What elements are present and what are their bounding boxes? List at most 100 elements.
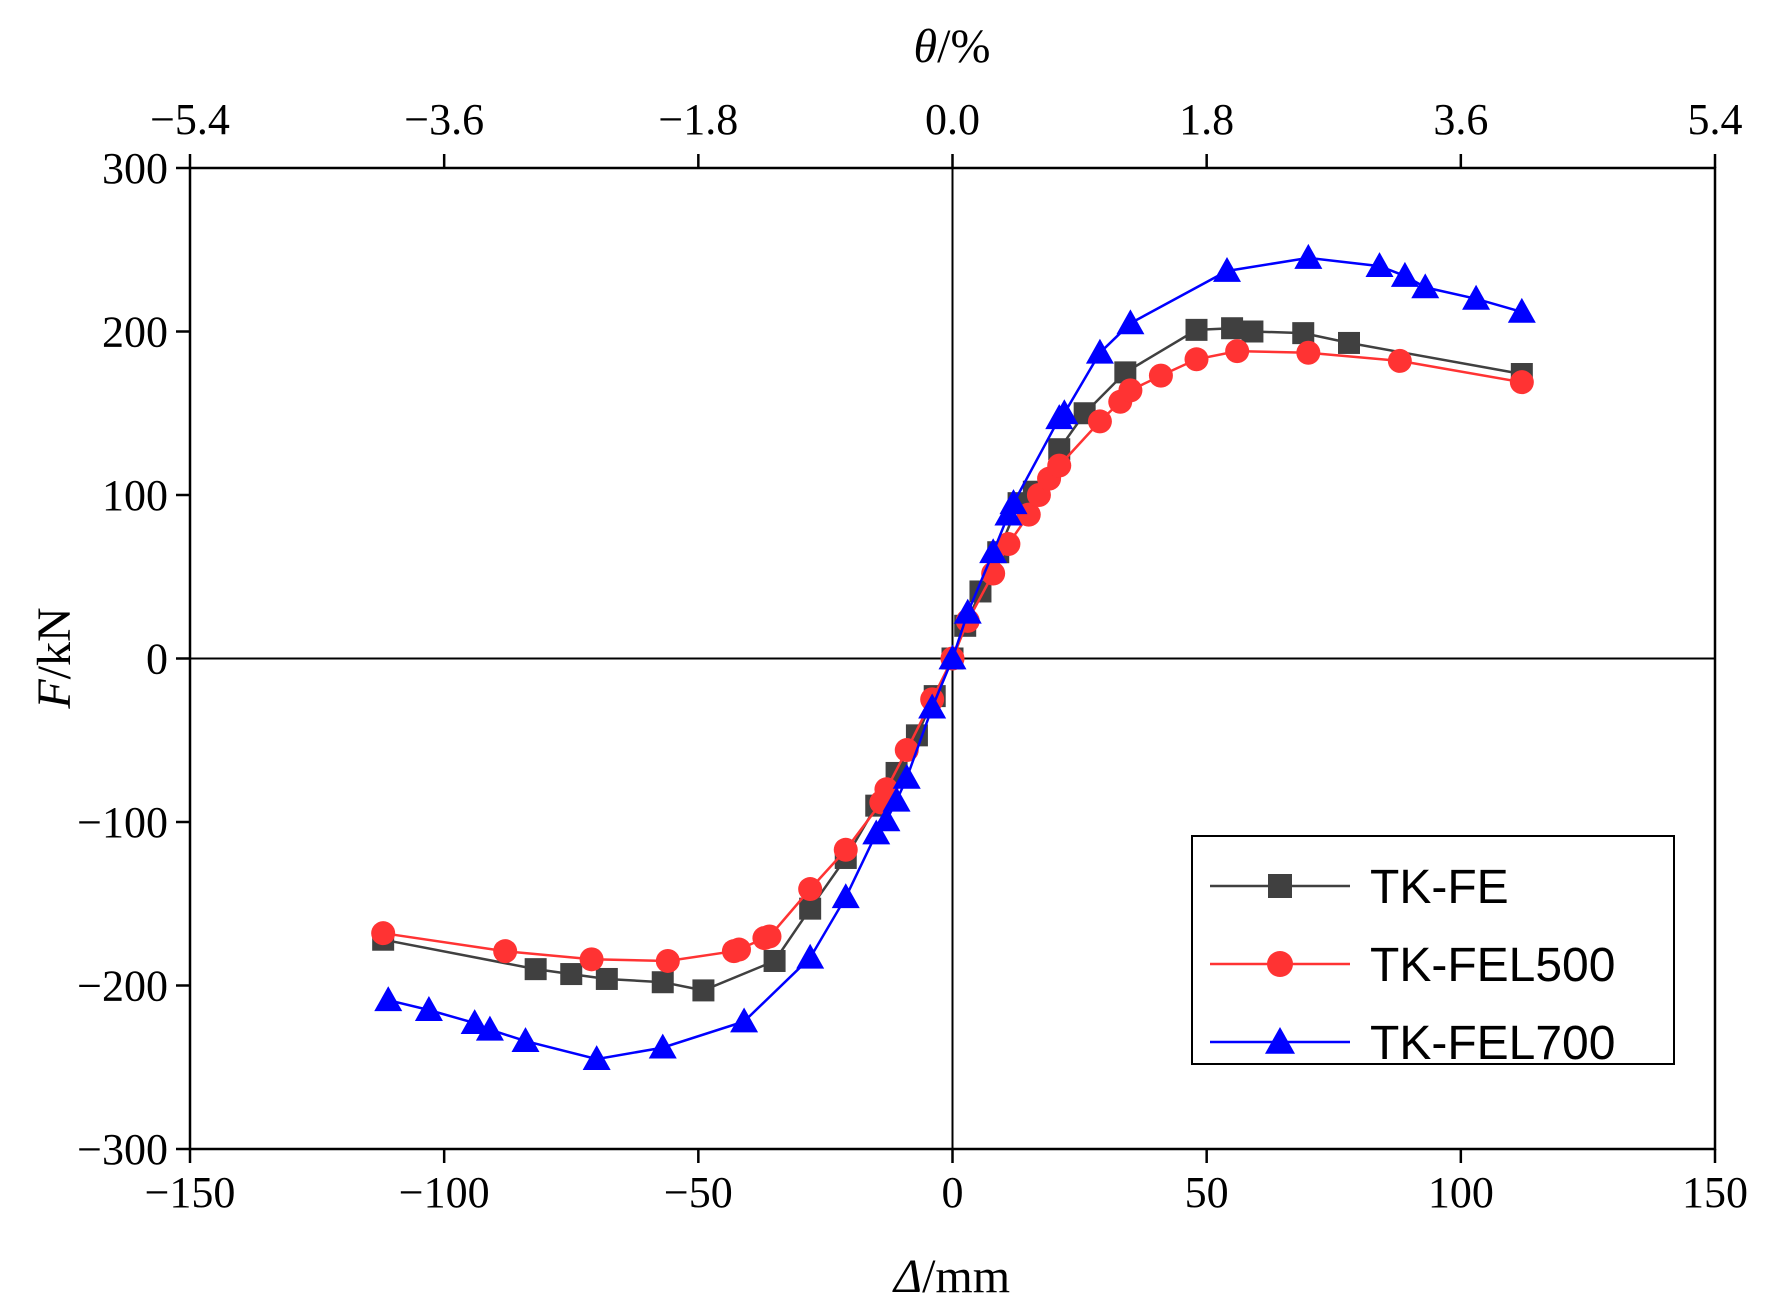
data-point-tk-fel700 [979,538,1008,564]
x-axis-title-symbol: Δ [892,1250,922,1303]
data-point-tk-fel500 [1148,363,1173,388]
top-tick-label: −1.8 [658,95,738,144]
data-point-tk-fel700 [730,1007,759,1033]
data-point-tk-fe [763,949,786,972]
data-point-tk-fe [651,971,674,994]
data-point-tk-fel500 [833,837,858,862]
top-axis-title: θ/% [914,20,991,73]
data-point-tk-fel700 [1365,252,1394,278]
x-tick-label: 0 [942,1168,964,1217]
x-tick-label: −50 [664,1168,733,1217]
top-tick-label: −5.4 [150,95,230,144]
y-axis-title-symbol: F [28,679,81,710]
top-tick-label: 3.6 [1433,95,1488,144]
y-tick-label: 100 [102,471,168,520]
data-point-tk-fel700 [1390,261,1419,287]
data-point-tk-fe [692,979,715,1002]
data-point-tk-fel500 [493,939,518,964]
data-point-tk-fe [560,963,583,986]
data-point-tk-fel500 [1296,340,1321,365]
x-axis-title-unit: /mm [922,1250,1010,1303]
data-point-tk-fel700 [511,1027,540,1053]
legend-marker [1268,874,1292,898]
legend-label: TK-FEL700 [1370,1017,1615,1070]
top-tick-label: 1.8 [1179,95,1234,144]
data-point-tk-fel700 [953,598,982,624]
y-axis-title-unit: /kN [28,607,81,679]
data-point-tk-fel500 [1047,453,1072,478]
legend: TK-FE TK-FEL500 TK-FEL700 [1191,835,1675,1070]
y-tick-label: 0 [146,635,168,684]
data-point-tk-fel500 [798,877,823,902]
data-point-tk-fel700 [374,986,403,1012]
data-point-tk-fel700 [582,1045,611,1070]
top-tick-label: 5.4 [1688,95,1743,144]
data-point-tk-fe [799,897,822,920]
data-point-tk-fel500 [996,532,1021,557]
data-point-tk-fel700 [648,1033,677,1059]
data-point-tk-fel700 [1507,297,1536,323]
data-point-tk-fel700 [872,806,901,832]
top-axis-title-unit: /% [937,20,990,73]
y-tick-label: −100 [77,798,168,847]
ticks-layer: −150 −100 −50 0 50 100 150 −5.4 −3.6 −1.8 0.0 1.8 3.… [77,95,1748,1217]
data-point-tk-fel500 [1087,409,1112,434]
data-point-tk-fel700 [831,883,860,909]
legend-label: TK-FE [1370,861,1509,914]
data-point-tk-fel700 [796,943,825,969]
data-point-tk-fe [1185,318,1208,341]
data-point-tk-fel700 [918,693,947,719]
data-point-tk-fel700 [1050,399,1079,425]
data-point-tk-fel500 [1509,370,1534,395]
data-point-tk-fe [1292,322,1315,345]
data-point-tk-fe [524,958,547,981]
data-point-tk-fel500 [655,948,680,973]
data-point-tk-fel500 [727,937,751,962]
data-point-tk-fel700 [1462,284,1491,310]
legend-item-tk-fe: TK-FE [1210,861,1509,914]
x-tick-label: 50 [1185,1168,1229,1217]
data-point-tk-fe [1241,320,1264,343]
legend-item-tk-fel700: TK-FEL700 [1210,1017,1615,1070]
data-point-tk-fel700 [1213,257,1241,282]
x-tick-label: −150 [145,1168,236,1217]
data-point-tk-fel700 [460,1009,489,1035]
data-point-tk-fe [1221,317,1244,340]
data-point-tk-fel500 [1225,339,1250,364]
top-axis-title-symbol: θ [914,20,938,73]
legend-item-tk-fel500: TK-FEL500 [1210,939,1615,992]
data-point-tk-fel500 [1387,348,1412,373]
series-layer [371,243,1536,1070]
data-point-tk-fel700 [892,763,921,789]
x-tick-label: 100 [1428,1168,1494,1217]
data-point-tk-fel700 [862,819,891,845]
data-point-tk-fe [1048,438,1071,461]
data-point-tk-fel700 [1294,243,1323,269]
data-point-tk-fel500 [894,738,919,763]
legend-label: TK-FEL500 [1370,939,1615,992]
top-tick-label: 0.0 [925,95,980,144]
data-point-tk-fel700 [938,644,967,670]
data-point-tk-fel700 [882,786,911,812]
legend-marker [1265,1027,1295,1054]
y-tick-label: −300 [77,1125,168,1174]
data-point-tk-fe [1114,361,1137,384]
data-point-tk-fel700 [414,996,443,1021]
y-tick-label: 300 [102,144,168,193]
data-point-tk-fel700 [475,1015,504,1041]
data-point-tk-fe [1338,331,1360,354]
data-point-tk-fel500 [1118,378,1143,403]
series-tk-fel700 [374,243,1536,1070]
y-axis-title: F/kN [28,607,81,709]
data-point-tk-fel500 [371,921,396,946]
data-point-tk-fel500 [757,924,782,949]
data-point-tk-fel500 [579,947,604,972]
data-point-tk-fel700 [1411,273,1440,299]
data-point-tk-fel700 [1085,338,1114,364]
data-point-tk-fel700 [999,489,1028,515]
legend-items: TK-FE TK-FEL500 TK-FEL700 [1210,861,1615,1070]
x-axis-title: Δ/mm [892,1250,1010,1303]
data-point-tk-fe [595,967,618,990]
data-point-tk-fel700 [1116,309,1145,335]
